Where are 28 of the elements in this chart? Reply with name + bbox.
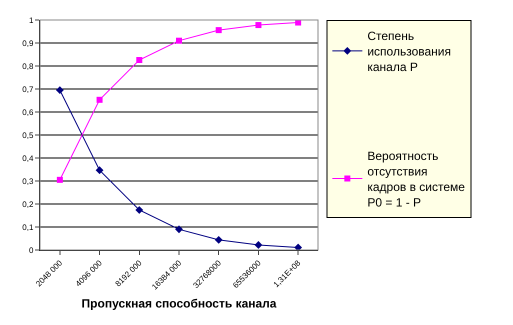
point — [216, 27, 222, 34]
y-tick-label: 0,2 — [22, 200, 34, 209]
y-tick-label: 0 — [28, 246, 34, 255]
y-tick-label: 0,6 — [22, 108, 34, 117]
y-tick-label: 0,5 — [22, 130, 34, 140]
point — [135, 206, 144, 214]
point — [96, 96, 103, 103]
x-axis-title: Пропускная способность канала — [82, 296, 277, 310]
y-tick-label: 0,8 — [22, 62, 34, 71]
legend-label: Вероятность отсутствия кадров в системе P0 = 1 - P — [367, 148, 466, 210]
point — [295, 20, 302, 26]
point — [254, 241, 262, 249]
y-tick-label: 0,4 — [22, 154, 34, 163]
point — [294, 244, 302, 250]
legend-label: Степень использования канала P — [367, 28, 451, 74]
point — [255, 22, 262, 28]
point — [96, 166, 104, 174]
y-tick-label: 0,1 — [22, 222, 34, 232]
y-tick-label: 0,9 — [22, 38, 34, 48]
y-tick-label: 0,3 — [22, 176, 34, 186]
point — [175, 225, 183, 234]
point — [214, 236, 223, 244]
point — [56, 86, 64, 94]
point — [56, 176, 63, 183]
point — [136, 57, 142, 64]
point — [176, 38, 182, 44]
y-tick-label: 1 — [28, 16, 34, 25]
y-tick-label: 0,7 — [22, 84, 34, 94]
